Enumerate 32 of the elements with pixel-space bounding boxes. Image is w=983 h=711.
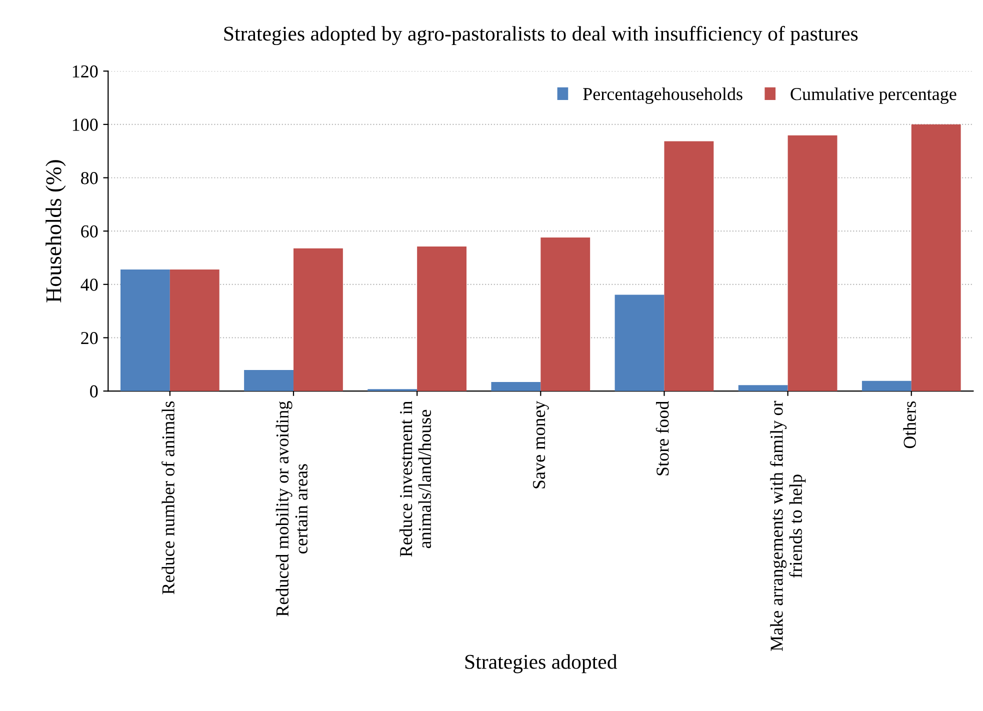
y-tick-label: 120 bbox=[72, 65, 98, 78]
x-tick-label: Reduced mobility or avoiding certain areas bbox=[276, 401, 308, 616]
y-tick-label: 40 bbox=[80, 278, 98, 291]
y-tick-label: 20 bbox=[81, 332, 98, 344]
y-tick-label: 60 bbox=[81, 225, 98, 238]
bar bbox=[738, 385, 788, 392]
bar bbox=[614, 294, 664, 392]
chart-title: Strategies adopted by agro-pastoralists to deal with insufficiency of pastures bbox=[224, 26, 858, 46]
bar bbox=[862, 380, 912, 392]
bar bbox=[244, 370, 294, 392]
bar bbox=[170, 269, 220, 392]
x-tick-label: Store food bbox=[656, 400, 669, 476]
bar bbox=[293, 248, 343, 392]
bar bbox=[788, 135, 838, 392]
bar bbox=[120, 269, 170, 392]
bar bbox=[417, 246, 467, 392]
y-axis-title: Households (%) bbox=[46, 160, 66, 302]
x-tick-label: Reduce number of animals bbox=[162, 401, 174, 594]
x-tick-label: Reduce investment in animals/land/house bbox=[399, 401, 432, 557]
y-tick-label: 0 bbox=[90, 385, 98, 398]
x-tick-label: Save money bbox=[532, 400, 549, 488]
bar bbox=[540, 237, 590, 392]
legend-label: Cumulative percentage bbox=[790, 87, 956, 104]
bar bbox=[491, 382, 541, 392]
y-tick-label: 80 bbox=[81, 172, 98, 184]
bar bbox=[911, 124, 961, 392]
x-axis-title: Strategies adopted bbox=[465, 654, 618, 674]
bar bbox=[664, 141, 714, 392]
x-tick-label: Others bbox=[903, 401, 916, 448]
y-tick-label: 100 bbox=[72, 118, 98, 131]
legend-label: Percentagehouseholds bbox=[583, 87, 742, 104]
x-tick-label: Make arrangements with family or friends to help bbox=[770, 400, 806, 651]
